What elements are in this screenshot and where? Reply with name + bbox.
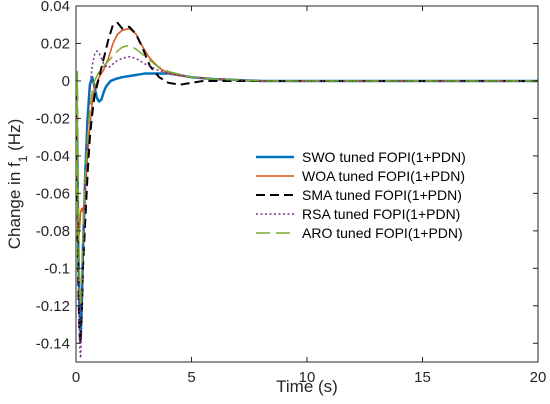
legend-label: SMA tuned FOPI(1+PDN) xyxy=(302,187,462,203)
y-tick-label: -0.14 xyxy=(36,335,70,352)
series-line xyxy=(76,50,538,359)
x-tick-label: 0 xyxy=(72,369,80,386)
y-axis-label-unit: (Hz) xyxy=(5,119,24,156)
y-tick-label: -0.08 xyxy=(36,223,70,240)
y-tick-label: -0.1 xyxy=(44,260,70,277)
legend-label: RSA tuned FOPI(1+PDN) xyxy=(302,206,460,222)
y-tick-label: -0.12 xyxy=(36,298,70,315)
y-axis-label: Change in f1 (Hz) xyxy=(5,119,30,249)
x-tick-label: 5 xyxy=(187,369,195,386)
y-tick-label: 0.02 xyxy=(41,35,70,52)
x-tick-label: 15 xyxy=(414,369,431,386)
legend-label: WOA tuned FOPI(1+PDN) xyxy=(302,168,465,184)
series-lines xyxy=(76,21,538,359)
y-axis-label-main: Change in f xyxy=(5,162,24,249)
axes: 0 5 10 15 20 0.04 0.02 0 -0.02 -0.04 -0.06 -0.08 -0.… xyxy=(36,0,547,386)
x-tick-label: 10 xyxy=(299,369,316,386)
x-axis-label: Time (s) xyxy=(276,377,338,396)
y-tick-label: 0.04 xyxy=(41,0,70,15)
legend-label: ARO tuned FOPI(1+PDN) xyxy=(302,225,463,241)
y-tick-label: -0.06 xyxy=(36,185,70,202)
y-tick-label: -0.04 xyxy=(36,148,70,165)
y-tick-label: -0.02 xyxy=(36,110,70,127)
legend-label: SWO tuned FOPI(1+PDN) xyxy=(302,149,466,165)
legend: SWO tuned FOPI(1+PDN) WOA tuned FOPI(1+PD… xyxy=(256,149,466,241)
series-line xyxy=(76,44,538,307)
plot-area xyxy=(75,5,539,363)
x-tick-label: 20 xyxy=(530,369,547,386)
series-line xyxy=(76,21,538,345)
y-axis-label-subscript: 1 xyxy=(16,155,30,162)
y-tick-label: 0 xyxy=(62,73,70,90)
